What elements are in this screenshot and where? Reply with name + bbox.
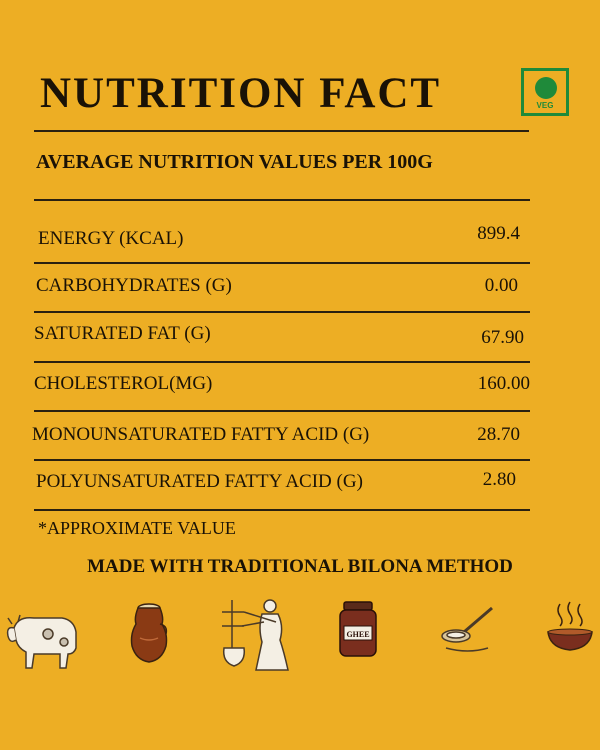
clay-pot-icon [130, 603, 168, 663]
page-title: NUTRITION FACT [40, 70, 442, 117]
row-label: SATURATED FAT (G) [34, 323, 211, 344]
tagline: MADE WITH TRADITIONAL BILONA METHOD [87, 556, 513, 577]
row-divider [34, 262, 530, 264]
row-value: 28.70 [477, 424, 520, 445]
churning-woman-icon [222, 599, 289, 671]
ghee-jar-label: GHEE [346, 630, 369, 639]
row-divider [34, 509, 530, 511]
strainer-ladle-icon [441, 606, 493, 652]
veg-badge-label: VEG [536, 101, 554, 110]
row-value: 2.80 [482, 469, 516, 490]
row-label: CHOLESTEROL(MG) [34, 373, 213, 394]
row-value: 899.4 [477, 223, 520, 244]
title-divider [34, 130, 529, 132]
row-divider [34, 361, 530, 363]
row-label: MONOUNSATURATED FATTY ACID (G) [32, 424, 370, 445]
row-value: 0.00 [484, 275, 518, 296]
row-value: 67.90 [481, 327, 524, 348]
row-label: CARBOHYDRATES (G) [36, 275, 232, 296]
subtitle: AVERAGE NUTRITION VALUES PER 100G [36, 151, 433, 173]
row-label: ENERGY (KCAL) [38, 228, 184, 249]
row-label: POLYUNSATURATED FATTY ACID (G) [36, 471, 363, 492]
row-value: 160.00 [477, 373, 530, 394]
steaming-bowl-icon [547, 601, 593, 651]
row-divider [34, 410, 530, 412]
veg-badge: VEG [521, 68, 569, 116]
row-divider [34, 459, 530, 461]
footnote: *APPROXIMATE VALUE [38, 518, 236, 538]
cow-icon [6, 614, 77, 669]
ghee-jar-icon: GHEE [339, 601, 377, 657]
row-divider [34, 311, 530, 313]
veg-dot-icon [535, 77, 557, 99]
table-divider [34, 199, 530, 201]
